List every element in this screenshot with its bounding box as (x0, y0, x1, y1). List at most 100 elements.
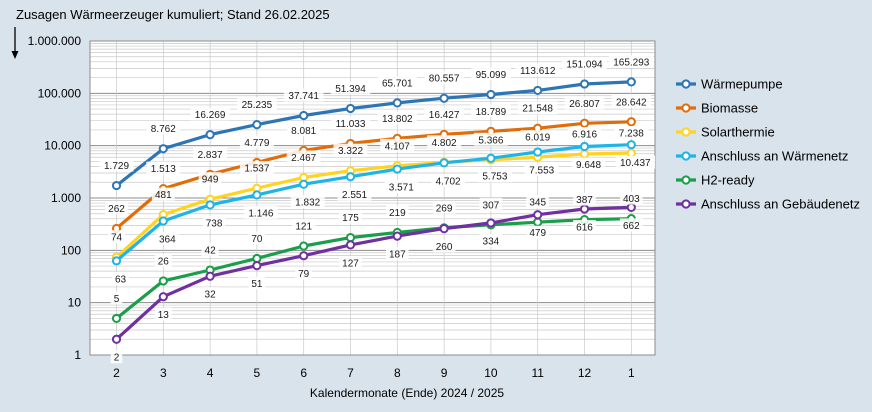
data-label-text: 165.293 (613, 57, 650, 68)
data-label-bg (201, 243, 219, 257)
data-label-text: 79 (298, 269, 310, 280)
data-label: 70 (248, 231, 266, 245)
data-label: 51.394 (330, 81, 371, 95)
data-label-text: 127 (342, 258, 359, 269)
data-label-bg (479, 233, 503, 247)
data-label-text: 403 (623, 194, 640, 205)
data-label: 37.741 (283, 88, 324, 102)
data-label: 187 (385, 247, 409, 261)
data-label: 1.513 (146, 161, 181, 175)
data-label-text: 5.366 (478, 135, 503, 146)
series-line (115, 217, 632, 320)
x-tick-label: 3 (160, 366, 167, 380)
data-label: 1.537 (239, 161, 274, 175)
data-point (579, 141, 590, 152)
legend-item: Wärmepumpe (676, 77, 783, 92)
data-label-text: 175 (342, 213, 359, 224)
data-label: 42 (201, 243, 219, 257)
data-label-bg (283, 88, 324, 102)
legend-marker (681, 79, 691, 89)
data-label: 1.832 (290, 195, 325, 209)
data-label: 25.235 (237, 97, 277, 111)
data-label: 1.729 (99, 158, 134, 172)
data-label-bg (384, 180, 419, 194)
data-point (299, 110, 309, 121)
data-label-text: 364 (159, 234, 176, 245)
data-point (111, 313, 122, 324)
data-label-bg (339, 255, 362, 269)
legend: Wärmepumpe Biomasse Solarthermie Anschluss … (676, 77, 860, 212)
data-label-bg (286, 150, 321, 164)
data-label-bg (477, 169, 512, 183)
data-label-bg (517, 101, 558, 115)
data-label-text: 63 (115, 274, 127, 285)
data-label: 65.701 (377, 75, 418, 89)
data-label: 738 (202, 215, 226, 229)
data-label-bg (107, 230, 126, 244)
data-label: 79 (295, 266, 313, 280)
data-point (111, 334, 122, 344)
data-point (158, 216, 168, 226)
data-label: 5.366 (473, 132, 508, 146)
data-point (345, 240, 356, 250)
data-label-text: 334 (483, 236, 500, 247)
data-label: 11.033 (330, 116, 371, 130)
data-label-bg (99, 158, 134, 172)
data-label-bg (608, 54, 654, 68)
data-point (626, 140, 636, 150)
x-tick-label: 2 (113, 366, 120, 380)
data-label: 28.642 (611, 94, 652, 108)
data-label-bg (193, 147, 228, 161)
data-label-bg (333, 143, 368, 157)
data-label: 8.762 (146, 121, 181, 135)
data-point (626, 77, 636, 87)
data-label-bg (471, 104, 511, 118)
data-point (392, 98, 402, 108)
data-label-text: 21.548 (522, 104, 553, 115)
data-label-text: 65.701 (382, 78, 413, 89)
data-label: 7.238 (614, 126, 649, 140)
data-label: 3.571 (384, 180, 419, 194)
data-label: 10.437 (615, 155, 656, 169)
data-label: 269 (432, 200, 456, 214)
data-label-bg (248, 276, 266, 290)
data-label: 63 (111, 271, 130, 285)
legend-label: Anschluss an Wärmenetz (701, 149, 848, 164)
data-label-text: 187 (389, 250, 406, 261)
data-label-text: 2.551 (342, 190, 367, 201)
data-label: 32 (201, 287, 219, 301)
data-label-text: 80.557 (429, 74, 460, 85)
data-label-text: 42 (205, 246, 217, 257)
data-label-text: 13 (158, 310, 170, 321)
data-label: 13 (154, 307, 172, 321)
legend-item: Solarthermie (676, 125, 775, 140)
data-label-text: 662 (623, 221, 640, 232)
legend-item: Biomasse (676, 101, 758, 116)
data-label: 5 (110, 291, 123, 305)
data-label: 113.612 (515, 63, 561, 77)
data-label-text: 16.427 (429, 110, 460, 121)
data-label-bg (110, 350, 123, 364)
y-tick-label: 1 (74, 348, 81, 362)
data-label-text: 9.648 (576, 160, 601, 171)
data-label-bg (471, 67, 511, 81)
plot-border (89, 40, 656, 356)
data-label: 6.916 (567, 127, 602, 141)
data-label-bg (377, 111, 418, 125)
data-label: 364 (155, 231, 179, 245)
x-tick-label: 1 (628, 366, 635, 380)
data-point (579, 79, 590, 89)
data-point (252, 253, 262, 264)
data-label: 127 (339, 255, 362, 269)
data-label-text: 479 (529, 228, 546, 239)
x-tick-label: 8 (394, 366, 401, 380)
y-tick-label: 1.000.000 (28, 34, 82, 48)
data-label-bg (561, 56, 608, 70)
data-label-bg (385, 205, 409, 219)
data-label-bg (520, 130, 555, 144)
data-label-text: 2 (114, 353, 120, 364)
data-label-bg (424, 71, 464, 85)
data-label-text: 13.802 (382, 114, 413, 125)
legend-item: H2-ready (676, 173, 755, 188)
